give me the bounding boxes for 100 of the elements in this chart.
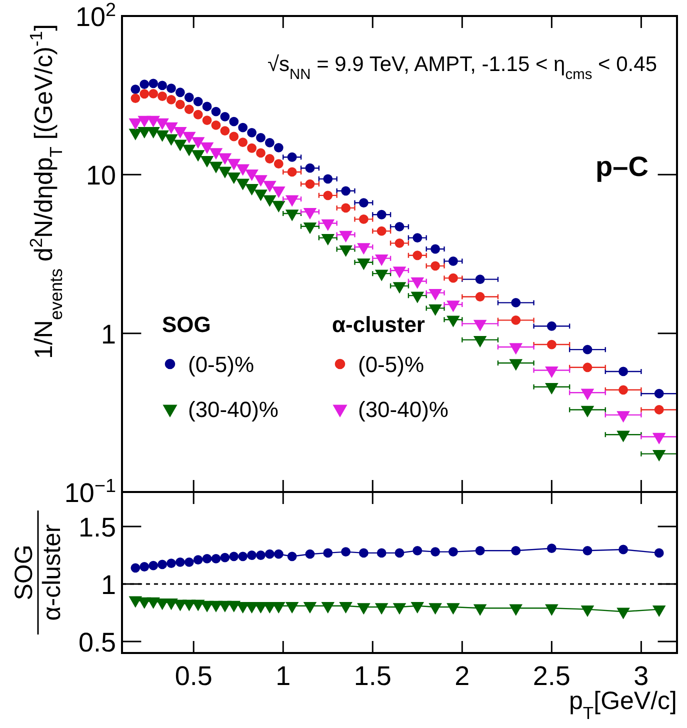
point xyxy=(323,190,333,200)
point xyxy=(218,600,232,612)
point xyxy=(200,156,214,167)
point xyxy=(138,116,150,127)
point xyxy=(274,159,284,169)
point xyxy=(158,80,167,90)
point xyxy=(358,243,370,254)
point xyxy=(238,138,248,147)
point xyxy=(474,320,486,331)
point xyxy=(156,118,168,130)
point xyxy=(286,602,298,613)
point xyxy=(247,128,257,138)
point xyxy=(429,288,442,300)
x-tick-label: 1.5 xyxy=(354,661,392,691)
point xyxy=(618,366,628,376)
point xyxy=(341,547,350,556)
point xyxy=(448,273,458,283)
point xyxy=(158,560,167,570)
point xyxy=(129,596,142,607)
point xyxy=(210,600,222,612)
point xyxy=(358,603,370,614)
point xyxy=(192,600,204,610)
point xyxy=(140,89,150,99)
point xyxy=(130,84,140,94)
point xyxy=(546,366,558,378)
text: SOG xyxy=(10,544,38,600)
point xyxy=(448,256,458,266)
point xyxy=(654,388,664,398)
point xyxy=(140,562,150,572)
point xyxy=(581,406,594,417)
point xyxy=(238,122,248,132)
point xyxy=(220,112,230,122)
point xyxy=(264,138,274,148)
point xyxy=(546,604,558,616)
point xyxy=(510,359,522,370)
point xyxy=(654,548,664,558)
point xyxy=(340,245,352,256)
y-tick-label: 10$^{−1}$ xyxy=(64,476,116,508)
point xyxy=(264,549,274,559)
point xyxy=(653,450,666,461)
point xyxy=(174,140,186,150)
point xyxy=(264,195,276,206)
point xyxy=(129,118,142,130)
point xyxy=(430,547,440,556)
point xyxy=(340,230,352,242)
point xyxy=(256,132,266,142)
y-tick-label: 1 xyxy=(100,570,116,600)
x-tick-label: 2 xyxy=(454,661,470,691)
point xyxy=(193,555,203,565)
point xyxy=(376,270,388,280)
point xyxy=(236,602,249,613)
point xyxy=(254,175,267,186)
point xyxy=(447,603,460,614)
point xyxy=(218,166,232,178)
point xyxy=(581,605,594,616)
point xyxy=(166,558,176,568)
point xyxy=(475,546,485,556)
point xyxy=(274,142,284,152)
point xyxy=(192,137,204,148)
point xyxy=(202,554,212,564)
point xyxy=(474,604,486,616)
point xyxy=(287,152,297,162)
point xyxy=(510,604,522,616)
point xyxy=(305,179,315,189)
point xyxy=(511,315,521,325)
point xyxy=(430,261,440,271)
point xyxy=(341,186,350,196)
point xyxy=(618,385,628,395)
point xyxy=(358,214,368,224)
point xyxy=(304,602,316,613)
point xyxy=(183,132,196,143)
point xyxy=(412,233,422,243)
point xyxy=(200,142,214,154)
point xyxy=(166,84,176,94)
point xyxy=(229,132,239,142)
point xyxy=(174,600,186,610)
point xyxy=(236,178,249,190)
point xyxy=(358,258,370,270)
point xyxy=(254,190,267,200)
x-tick-label: 1 xyxy=(276,661,291,691)
point xyxy=(304,222,316,234)
x-tick-label: 2.5 xyxy=(532,661,570,691)
point xyxy=(156,130,168,142)
point xyxy=(236,164,249,175)
point xyxy=(256,148,266,158)
point xyxy=(429,603,442,614)
point xyxy=(184,104,194,114)
point xyxy=(475,292,485,302)
point xyxy=(617,608,630,618)
point xyxy=(654,405,664,414)
text: α-cluster xyxy=(38,524,66,621)
point xyxy=(411,602,424,613)
point xyxy=(617,430,630,442)
point xyxy=(264,154,274,164)
point xyxy=(148,78,158,88)
point xyxy=(393,266,406,278)
y-tick-label: 10 xyxy=(86,160,116,191)
point xyxy=(546,544,556,554)
point xyxy=(274,549,284,559)
point xyxy=(192,150,204,161)
